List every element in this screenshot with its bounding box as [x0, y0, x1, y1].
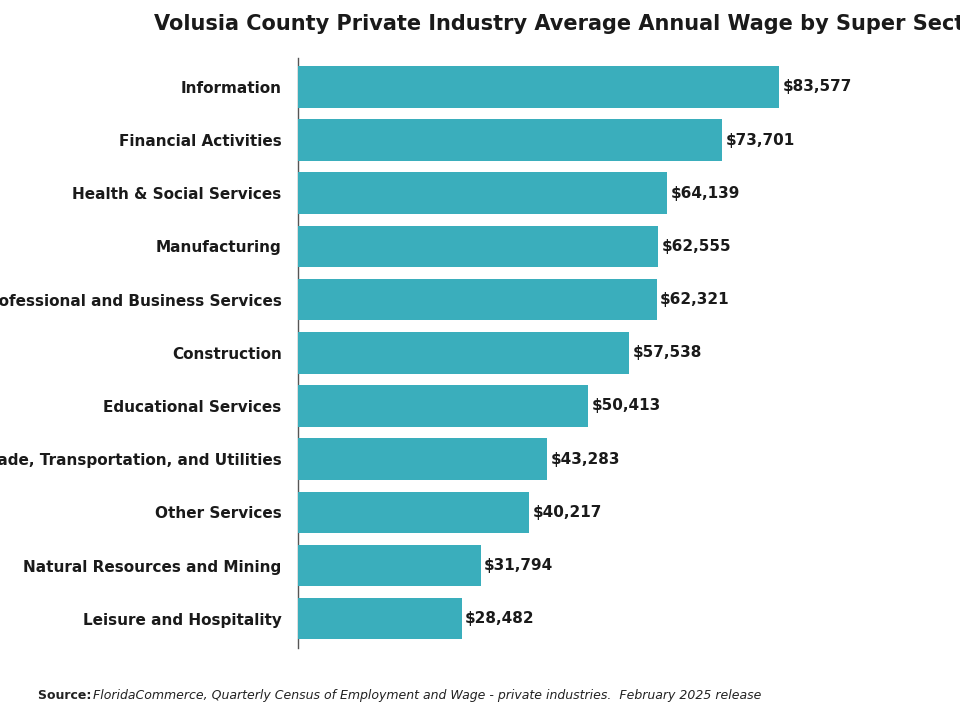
Text: $62,555: $62,555	[661, 239, 731, 254]
Text: Source:: Source:	[38, 689, 96, 702]
Bar	[298, 598, 462, 639]
Bar	[298, 279, 657, 320]
Text: $40,217: $40,217	[533, 505, 602, 520]
Text: $50,413: $50,413	[591, 398, 660, 413]
Text: $28,482: $28,482	[465, 611, 535, 626]
Title: Volusia County Private Industry Average Annual Wage by Super Sector: Volusia County Private Industry Average …	[154, 14, 960, 34]
Text: FloridaCommerce, Quarterly Census of Employment and Wage - private industries.  : FloridaCommerce, Quarterly Census of Emp…	[93, 689, 761, 702]
Bar	[298, 120, 722, 161]
Bar	[298, 438, 547, 480]
Text: $73,701: $73,701	[726, 132, 795, 148]
Text: $64,139: $64,139	[670, 186, 740, 201]
Bar	[298, 225, 658, 267]
Text: $43,283: $43,283	[550, 451, 620, 467]
Text: $83,577: $83,577	[782, 79, 852, 94]
Text: $31,794: $31,794	[484, 558, 553, 573]
Text: $62,321: $62,321	[660, 292, 730, 307]
Bar	[298, 545, 481, 586]
Bar	[298, 332, 629, 374]
Bar	[298, 492, 529, 533]
Text: $57,538: $57,538	[633, 346, 702, 360]
Bar	[298, 173, 667, 214]
Bar	[298, 66, 779, 107]
Bar	[298, 385, 588, 427]
